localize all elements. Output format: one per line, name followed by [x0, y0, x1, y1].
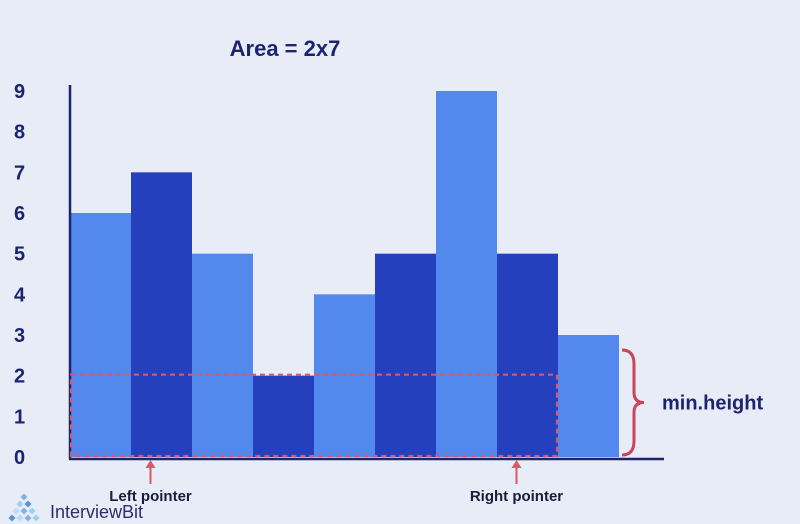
y-tick-label: 0 [14, 447, 25, 469]
chart-title: Area = 2x7 [230, 36, 341, 61]
logo-tile [32, 514, 40, 522]
logo-tile [20, 493, 28, 501]
y-tick-label: 9 [14, 81, 25, 103]
y-tick-label: 4 [14, 284, 26, 306]
logo-tile [16, 500, 24, 508]
bar [558, 335, 619, 457]
area-highlight [69, 373, 559, 458]
bar [131, 172, 192, 458]
y-tick-label: 7 [14, 162, 25, 184]
y-tick-label: 8 [14, 122, 25, 144]
bar [70, 213, 131, 457]
y-tick-label: 3 [14, 325, 25, 347]
logo-tile [8, 514, 16, 522]
brand-name: InterviewBit [50, 502, 143, 522]
bar [192, 253, 253, 457]
y-tick-label: 5 [14, 244, 25, 266]
brand: InterviewBit [8, 493, 143, 522]
y-tick-label: 1 [14, 406, 25, 428]
bar [436, 91, 497, 457]
min-height-label: min.height [662, 393, 763, 415]
bar [497, 253, 558, 457]
area-highlight-rect [69, 373, 559, 458]
y-axis-ticks: 0 1 2 3 4 5 6 7 8 9 [14, 81, 26, 469]
bar [253, 375, 314, 457]
min-height-brace: min.height [621, 348, 763, 457]
logo-tile [12, 507, 20, 515]
logo-tile [20, 507, 28, 515]
pointers: Left pointer Right pointer [109, 460, 563, 505]
logo-tile [16, 514, 24, 522]
left-pointer-label: Left pointer [109, 488, 192, 505]
logo-tile [24, 514, 32, 522]
y-tick-label: 2 [14, 366, 25, 388]
bar [375, 253, 436, 457]
logo-tile [28, 507, 36, 515]
left-pointer-arrow-head [145, 460, 156, 468]
right-pointer-label: Right pointer [470, 488, 563, 505]
y-tick-label: 6 [14, 203, 25, 225]
logo-tile [24, 500, 32, 508]
interviewbit-logo-icon [8, 493, 40, 522]
right-pointer-arrow-head [511, 460, 522, 468]
axes [68, 85, 664, 461]
bars [70, 91, 619, 458]
curly-brace-icon [621, 348, 645, 457]
